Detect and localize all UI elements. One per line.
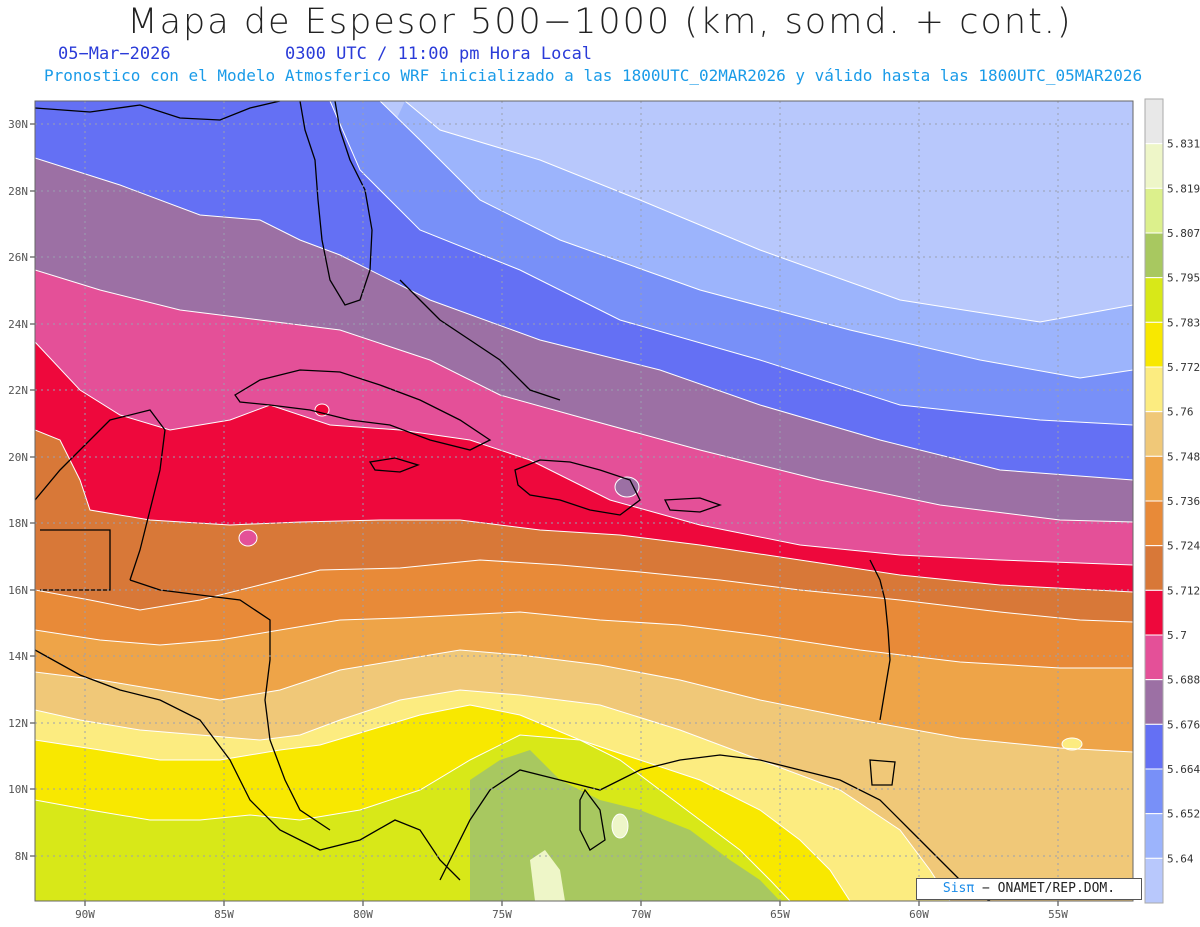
lon-label: 80W [353, 908, 373, 921]
colorbar-swatch [1144, 813, 1164, 859]
sis-logo-text: Sisπ [942, 881, 975, 896]
colorbar-swatch [1144, 455, 1164, 502]
coast-puerto-rico [663, 497, 722, 513]
coast-lesser-antilles [869, 559, 891, 721]
coast-caribbean-ca [129, 579, 331, 831]
lat-label: 16N [8, 584, 28, 597]
coast-bahamas [399, 279, 561, 401]
lat-labels: 30N 28N 26N 24N 22N 20N 18N 16N 14N 12N … [8, 118, 28, 863]
colorbar-label: 5.736 [1167, 495, 1200, 508]
colorbar-label: 5.76 [1167, 406, 1194, 419]
colorbar-swatch [1144, 232, 1164, 279]
lat-label: 30N [8, 118, 28, 131]
colorbar-swatch [1144, 589, 1164, 636]
band-5700-blob [238, 529, 258, 547]
colorbar-label: 5.783 [1167, 316, 1200, 329]
lat-label: 12N [8, 717, 28, 730]
colorbar: 5.831 5.819 5.807 5.795 5.783 5.772 5.76 5.748 5… [1144, 98, 1200, 904]
band-5712-blob [314, 403, 330, 417]
credit-box: Sisπ − ONAMET/REP.DOM. [916, 878, 1142, 900]
colorbar-swatch [1144, 277, 1164, 323]
lat-label: 24N [8, 318, 28, 331]
lon-label: 70W [631, 908, 651, 921]
colorbar-label: 5.795 [1167, 272, 1200, 285]
colorbar-swatch [1144, 411, 1164, 457]
contour-lines [35, 101, 1133, 901]
lon-label: 65W [770, 908, 790, 921]
colorbar-swatch [1144, 321, 1164, 368]
colorbar-swatch [1144, 187, 1164, 234]
colorbar-swatch [1144, 857, 1164, 904]
credit-text: − ONAMET/REP.DOM. [974, 881, 1116, 896]
colorbar-swatch [1144, 366, 1164, 413]
coast-florida [299, 101, 373, 306]
lat-label: 10N [8, 783, 28, 796]
lat-label: 18N [8, 517, 28, 530]
band-5819-blob [611, 813, 629, 839]
lat-label: 20N [8, 451, 28, 464]
colorbar-label: 5.819 [1167, 182, 1200, 195]
grid-lines [35, 101, 1133, 901]
lat-label: 14N [8, 650, 28, 663]
colorbar-swatch [1144, 679, 1164, 725]
colorbar-label: 5.724 [1167, 540, 1200, 553]
coast-border-mex-gt [40, 529, 111, 591]
lat-label: 8N [15, 850, 28, 863]
colorbar-label: 5.7 [1167, 629, 1187, 642]
colorbar-label: 5.772 [1167, 361, 1200, 374]
coastlines [35, 101, 991, 901]
band-5760-blob [1061, 737, 1083, 751]
forecast-date: 05−Mar−2026 [58, 44, 171, 64]
lat-label: 22N [8, 384, 28, 397]
lat-label: 26N [8, 251, 28, 264]
map-title: Mapa de Espesor 500−1000 (km, somd. + co… [127, 2, 1073, 42]
lon-label: 60W [909, 908, 929, 921]
coast-cuba [234, 369, 492, 451]
axis-ticks [30, 123, 1059, 906]
colorbar-swatch [1144, 768, 1164, 815]
colorbar-label: 5.807 [1167, 227, 1200, 240]
colorbar-label: 5.831 [1167, 138, 1200, 151]
colorbar-label: 5.664 [1167, 763, 1200, 776]
map-frame [34, 100, 1134, 902]
lon-label: 75W [492, 908, 512, 921]
lat-label: 28N [8, 185, 28, 198]
coast-gulf-north [35, 101, 281, 121]
colorbar-label: 5.712 [1167, 584, 1200, 597]
band-5688-blob [614, 476, 640, 498]
colorbar-swatch [1144, 98, 1164, 145]
colorbar-label: 5.748 [1167, 450, 1200, 463]
model-subtitle: Pronostico con el Modelo Atmosferico WRF… [44, 66, 1143, 85]
coast-trinidad [869, 759, 896, 786]
band-5819 [530, 850, 565, 901]
colorbar-swatch [1144, 634, 1164, 681]
lon-label: 90W [75, 908, 95, 921]
coast-central-america [35, 649, 461, 881]
coast-yucatan [35, 409, 166, 581]
coast-south-america [439, 754, 991, 901]
colorbar-label: 5.688 [1167, 674, 1200, 687]
lon-label: 55W [1048, 908, 1068, 921]
forecast-time: 0300 UTC / 11:00 pm Hora Local [285, 44, 593, 64]
coast-jamaica [368, 457, 420, 473]
colorbar-swatch [1144, 723, 1164, 770]
coast-hispaniola [514, 459, 641, 516]
colorbar-frame [1144, 98, 1164, 904]
colorbar-label: 5.652 [1167, 808, 1200, 821]
colorbar-label: 5.676 [1167, 718, 1200, 731]
lon-labels: 90W 85W 80W 75W 70W 65W 60W 55W [75, 908, 1068, 921]
coast-maracaibo [579, 788, 606, 851]
colorbar-swatch [1144, 143, 1164, 189]
colorbar-swatch [1144, 500, 1164, 547]
colorbar-label: 5.64 [1167, 852, 1194, 865]
lon-label: 85W [214, 908, 234, 921]
thickness-bands [35, 101, 1133, 901]
colorbar-swatch [1144, 545, 1164, 591]
